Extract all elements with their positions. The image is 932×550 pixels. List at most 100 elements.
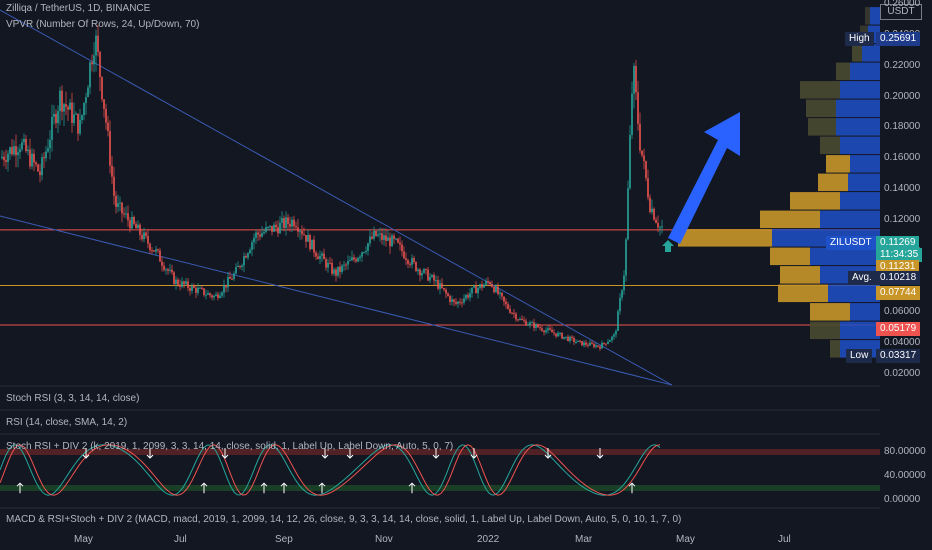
candle-body: [503, 296, 505, 302]
candle-body: [585, 342, 587, 345]
candle-body: [23, 138, 25, 143]
candle-body: [349, 260, 351, 262]
candle-body: [523, 319, 525, 321]
candle-body: [421, 273, 423, 276]
candle-body: [179, 284, 181, 287]
candle-body: [429, 276, 431, 281]
time-tick: Mar: [575, 534, 593, 545]
candle-body: [271, 225, 273, 232]
candle-body: [39, 171, 41, 176]
candle-body: [135, 223, 137, 229]
candle-body: [309, 235, 311, 250]
candle-body: [211, 295, 213, 298]
low-tag-value: 0.03317: [876, 349, 921, 363]
candle-body: [511, 312, 513, 314]
candle-body: [587, 344, 589, 346]
candle-body: [261, 233, 263, 237]
oscillator-tick: 40.00000: [884, 470, 926, 481]
time-tick: Sep: [275, 534, 293, 545]
level-2-tag: 0.07744: [876, 286, 921, 300]
div-up-arrow: [200, 482, 208, 494]
candle-body: [81, 115, 83, 120]
candle-body: [35, 162, 37, 165]
macd-label[interactable]: MACD & RSI+Stoch + DIV 2 (MACD, macd, 20…: [6, 514, 682, 525]
price-tick: 0.20000: [884, 90, 921, 102]
candle-body: [275, 224, 277, 228]
candle-body: [381, 233, 383, 240]
candle-body: [531, 322, 533, 324]
candle-body: [143, 232, 145, 240]
candle-body: [171, 269, 173, 273]
candle-body: [427, 269, 429, 281]
div-up-arrow: [408, 482, 416, 494]
candle-body: [533, 322, 535, 328]
candle-body: [91, 62, 93, 65]
vp-up-bar: [828, 284, 880, 303]
high-tag-value: 0.25691: [876, 32, 921, 46]
candle-body: [657, 222, 659, 228]
candle-body: [437, 280, 439, 289]
candle-body: [395, 238, 397, 240]
candle-body: [1, 156, 3, 159]
candle-body: [177, 279, 179, 285]
candle-body: [323, 253, 325, 260]
upper-trendline: [0, 9, 673, 386]
vp-down-bar: [810, 321, 840, 340]
candle-body: [615, 330, 617, 335]
oscillator-tick: 80.00000: [884, 446, 926, 457]
candle-body: [303, 234, 305, 236]
candle-body: [479, 284, 481, 288]
lower-trendline: [0, 215, 673, 386]
vp-up-bar: [836, 99, 880, 118]
price-tick: 0.16000: [884, 152, 921, 164]
candle-body: [289, 223, 291, 227]
candle-body: [653, 208, 655, 220]
stoch-rsi-label[interactable]: Stoch RSI (3, 3, 14, 14, close): [6, 393, 140, 404]
candle-body: [505, 301, 507, 305]
price-tick: 0.06000: [884, 306, 921, 318]
candle-body: [389, 237, 391, 247]
candle-body: [115, 195, 117, 207]
candle-body: [379, 233, 381, 235]
candle-body: [343, 264, 345, 266]
currency-selector[interactable]: USDT: [880, 4, 922, 20]
candle-body: [655, 219, 657, 223]
price-tick: 0.02000: [884, 368, 921, 379]
time-tick: May: [74, 534, 93, 545]
candle-body: [305, 235, 307, 242]
candle-body: [215, 294, 217, 296]
vp-up-bar: [836, 118, 880, 136]
candle-body: [631, 93, 633, 136]
candle-body: [105, 108, 107, 123]
candle-body: [485, 280, 487, 285]
candle-body: [61, 90, 63, 112]
price-tick: 0.04000: [884, 337, 921, 349]
candle-body: [125, 213, 127, 215]
candle-body: [613, 334, 615, 337]
candle-body: [119, 202, 121, 204]
candle-body: [639, 123, 641, 151]
candle-body: [321, 253, 323, 256]
stoch-div-label[interactable]: Stoch RSI + DIV 2 (k, 2019, 1, 2099, 3, …: [6, 441, 454, 452]
vp-up-bar: [870, 7, 880, 25]
vpvr-indicator-label[interactable]: VPVR (Number Of Rows, 24, Up/Down, 70): [6, 19, 200, 30]
volume-profile: [678, 7, 880, 358]
candle-body: [483, 284, 485, 288]
candle-body: [633, 65, 635, 94]
candle-body: [367, 243, 369, 251]
vp-up-bar: [820, 210, 880, 229]
candle-body: [259, 234, 261, 237]
candle-body: [43, 157, 45, 159]
candle-body: [137, 224, 139, 229]
candle-body: [317, 256, 319, 260]
candle-body: [131, 216, 133, 229]
candle-body: [551, 329, 553, 333]
candle-body: [97, 35, 99, 52]
candle-body: [157, 249, 159, 251]
rsi-label[interactable]: RSI (14, close, SMA, 14, 2): [6, 417, 128, 428]
candle-body: [453, 299, 455, 302]
candle-body: [73, 114, 75, 124]
candle-body: [223, 284, 225, 293]
candle-body: [159, 250, 161, 262]
